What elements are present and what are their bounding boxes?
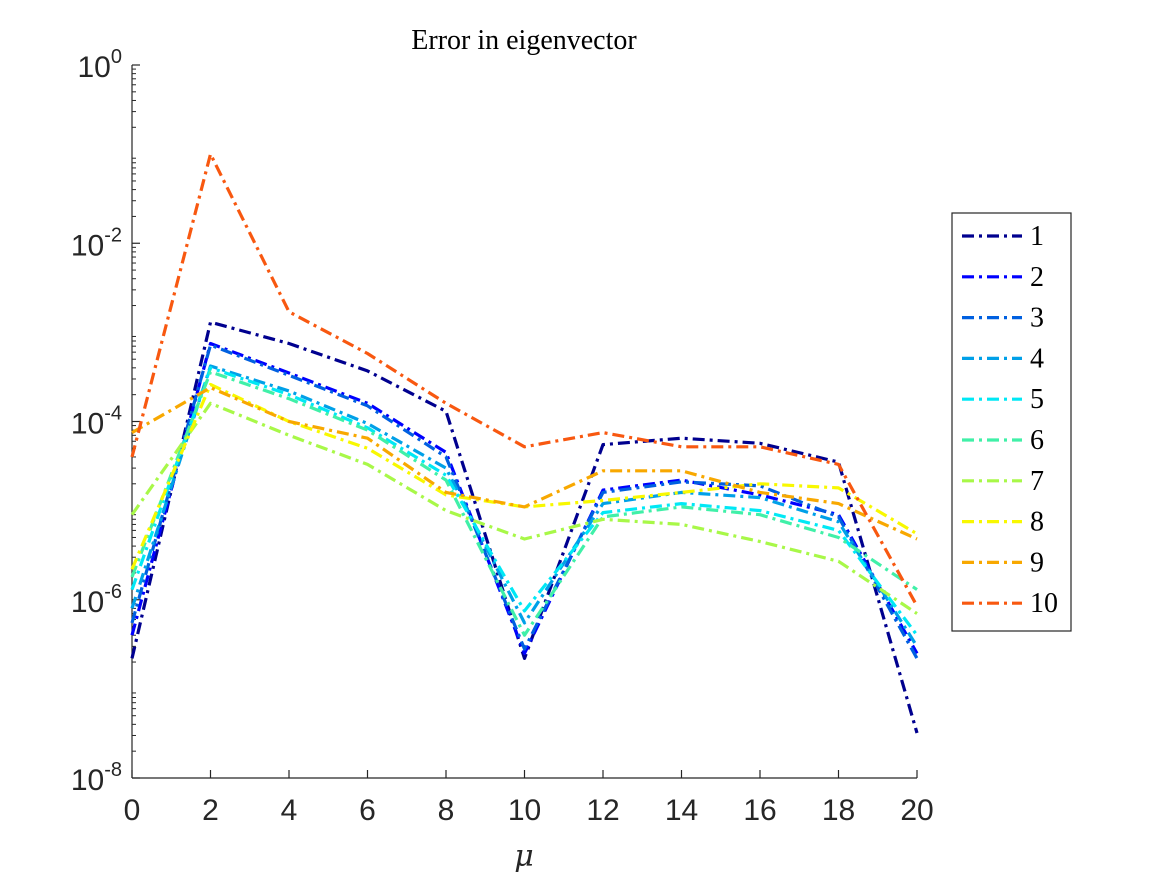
series-line-6 — [130, 370, 918, 637]
legend-label-4: 4 — [1030, 343, 1044, 374]
y-tick-label: 10-8 — [71, 759, 122, 797]
legend-label-2: 2 — [1030, 262, 1044, 293]
y-tick-label: 10-2 — [71, 224, 122, 262]
series-line-7 — [130, 401, 918, 615]
series-line-2 — [130, 341, 919, 656]
legend: 1 2 3 4 5 6 7 8 9 10 — [951, 212, 1072, 632]
chart-title: Error in eigenvector — [411, 25, 637, 56]
series-line-9 — [131, 386, 918, 541]
x-tick-label: 2 — [202, 794, 219, 827]
series-line-4 — [130, 364, 919, 648]
y-tick-label: 10-4 — [71, 403, 122, 441]
series-line-10 — [130, 152, 919, 607]
legend-label-9: 9 — [1030, 547, 1044, 578]
x-tick-label: 0 — [124, 794, 141, 827]
y-tick-label: 100 — [78, 46, 123, 84]
legend-label-1: 1 — [1030, 221, 1044, 252]
series-line-1 — [130, 320, 919, 734]
legend-label-7: 7 — [1030, 466, 1044, 497]
legend-label-10: 10 — [1030, 588, 1058, 619]
series-line-5 — [130, 366, 919, 637]
axes: 0 2 4 6 8 10 12 14 16 18 20 10-8 10-6 10-4 10-2 100 — [71, 46, 934, 827]
x-tick-label: 16 — [743, 794, 776, 827]
x-tick-label: 10 — [508, 794, 541, 827]
legend-label-5: 5 — [1030, 384, 1044, 415]
y-tick-label: 10-6 — [71, 581, 122, 619]
series-line-8 — [130, 382, 918, 570]
x-tick-label: 20 — [900, 794, 933, 827]
x-tick-label: 6 — [359, 794, 376, 827]
series-lines — [130, 152, 919, 734]
x-tick-label: 12 — [586, 794, 619, 827]
x-axis-label: μ — [514, 839, 534, 874]
x-tick-label: 4 — [281, 794, 298, 827]
x-tick-label: 14 — [665, 794, 698, 827]
x-tick-label: 8 — [438, 794, 455, 827]
legend-label-6: 6 — [1030, 425, 1044, 456]
legend-label-3: 3 — [1030, 303, 1044, 334]
x-tick-label: 18 — [822, 794, 855, 827]
legend-label-8: 8 — [1030, 507, 1044, 538]
